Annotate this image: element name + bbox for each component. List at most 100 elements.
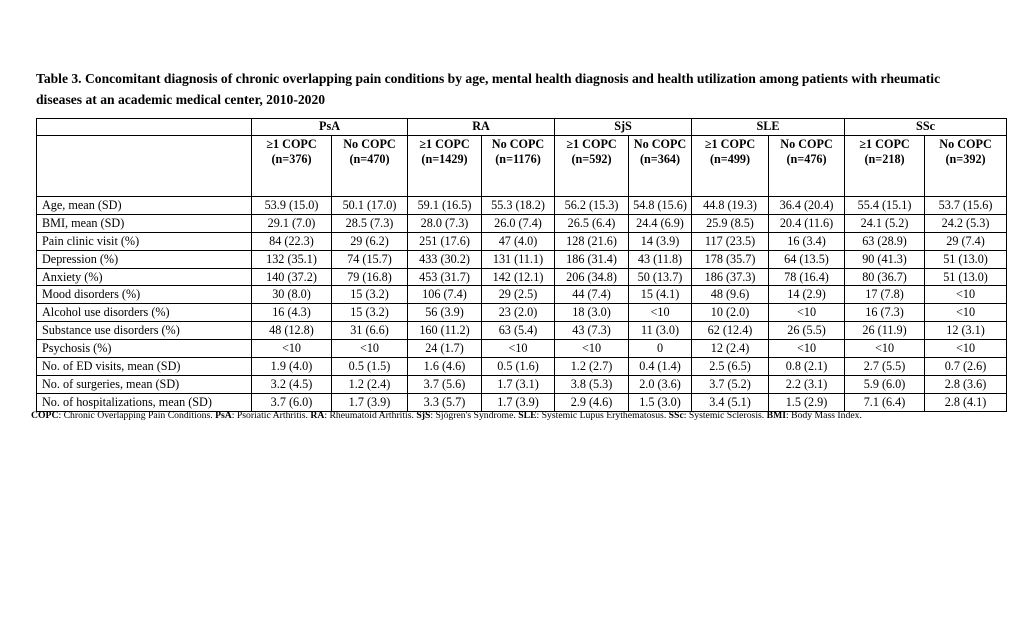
row-label: Anxiety (%) [36, 267, 252, 287]
value-cell: 160 (11.2) [407, 321, 482, 340]
value-cell: 106 (7.4) [407, 285, 482, 305]
table-row: Mood disorders (%) 30 (8.0) 15 (3.2) 106 (7… [36, 285, 1008, 305]
corner-cell-2 [36, 135, 252, 197]
value-cell: 78 (16.4) [768, 267, 846, 287]
value-cell: <10 [554, 339, 630, 358]
value-cell: 1.7 (3.1) [480, 374, 556, 394]
subheader-psa-ge1-copc: ≥1 COPC (n=376) [251, 135, 332, 197]
value-cell: 11 (3.0) [628, 321, 693, 340]
value-cell: 29 (6.2) [331, 231, 408, 251]
subheader-n-count: (n=476) [786, 151, 827, 166]
row-label: Alcohol use disorders (%) [36, 303, 252, 323]
value-cell: 29 (2.5) [480, 285, 556, 305]
value-cell: <10 [251, 339, 332, 358]
value-cell: <10 [924, 339, 1008, 358]
table-row: Pain clinic visit (%) 84 (22.3) 29 (6.2) 25… [36, 231, 1008, 251]
value-cell: 0.5 (1.6) [480, 356, 556, 376]
table-row: Depression (%) 132 (35.1) 74 (15.7) 433 (30… [36, 249, 1008, 269]
subheader-copc-label: ≥1 COPC [419, 137, 470, 151]
value-cell: 24 (1.7) [407, 339, 482, 358]
table-row: Anxiety (%) 140 (37.2) 79 (16.8) 453 (31.7)… [36, 267, 1008, 287]
group-header-ra: RA [406, 118, 556, 136]
value-cell: 3.7 (6.0) [251, 392, 332, 412]
value-cell: <10 [844, 339, 926, 358]
value-cell: 36.4 (20.4) [768, 196, 846, 215]
subheader-sjs-ge1-copc: ≥1 COPC (n=592) [554, 135, 630, 197]
value-cell: 54.8 (15.6) [628, 196, 693, 215]
value-cell: 131 (11.1) [480, 249, 556, 269]
group-header-sjs: SjS [554, 118, 693, 136]
value-cell: 10 (2.0) [691, 303, 770, 323]
footnote-definition: : Chronic Overlapping Pain Conditions. [58, 410, 216, 421]
subheader-copc-label: No COPC [491, 137, 545, 151]
value-cell: 5.9 (6.0) [844, 374, 926, 394]
group-header-sle: SLE [691, 118, 846, 136]
value-cell: 20.4 (11.6) [768, 213, 846, 233]
row-label: BMI, mean (SD) [36, 213, 252, 233]
footnote-abbr: PsA [215, 410, 232, 421]
value-cell: 2.7 (5.5) [844, 356, 926, 376]
table-body: Age, mean (SD) 53.9 (15.0) 50.1 (17.0) 59.1… [36, 196, 1008, 412]
value-cell: 24.1 (5.2) [844, 213, 926, 233]
subheader-n-count: (n=218) [864, 151, 905, 166]
value-cell: 15 (3.2) [331, 303, 408, 323]
subheader-sle-no-copc: No COPC (n=476) [768, 135, 846, 197]
footnote-abbr: RA [310, 410, 325, 421]
value-cell: <10 [480, 339, 556, 358]
table-row: Psychosis (%) <10 <10 24 (1.7) <10 <10 0 12 (2.… [36, 339, 1008, 358]
footnote-definition: : Body Mass Index. [786, 410, 862, 421]
value-cell: 80 (36.7) [844, 267, 926, 287]
value-cell: 251 (17.6) [407, 231, 482, 251]
table-row: No. of ED visits, mean (SD) 1.9 (4.0) 0.5 … [36, 356, 1008, 376]
row-label: Substance use disorders (%) [36, 321, 252, 340]
subheader-ra-ge1-copc: ≥1 COPC (n=1429) [407, 135, 482, 197]
value-cell: 47 (4.0) [480, 231, 556, 251]
subheader-n-count: (n=499) [709, 151, 751, 166]
value-cell: 1.2 (2.4) [331, 374, 408, 394]
table-row: No. of surgeries, mean (SD) 3.2 (4.5) 1.2 … [36, 374, 1008, 394]
value-cell: 1.7 (3.9) [480, 392, 556, 412]
value-cell: 51 (13.0) [924, 249, 1008, 269]
value-cell: 29.1 (7.0) [251, 213, 332, 233]
value-cell: 29 (7.4) [924, 231, 1008, 251]
footnote-definition: : Sjögren's Syndrome. [430, 410, 519, 421]
value-cell: 24.4 (6.9) [628, 213, 693, 233]
subheader-copc-label: ≥1 COPC [704, 137, 756, 151]
value-cell: 12 (2.4) [691, 339, 770, 358]
value-cell: 53.9 (15.0) [251, 196, 332, 215]
value-cell: 59.1 (16.5) [407, 196, 482, 215]
footnote-abbr: SLE [518, 410, 537, 421]
value-cell: 62 (12.4) [691, 321, 770, 340]
value-cell: 43 (11.8) [628, 249, 693, 269]
footnote-definition: : Systemic Lupus Erythematosus. [536, 410, 669, 421]
footnote-abbr: BMI [766, 410, 787, 421]
group-header-ssc: SSc [844, 118, 1008, 136]
value-cell: 50 (13.7) [628, 267, 693, 287]
value-cell: 3.2 (4.5) [251, 374, 332, 394]
value-cell: 132 (35.1) [251, 249, 332, 269]
value-cell: 63 (5.4) [480, 321, 556, 340]
value-cell: 64 (13.5) [768, 249, 846, 269]
value-cell: 1.2 (2.7) [554, 356, 630, 376]
row-label: No. of hospitalizations, mean (SD) [36, 392, 252, 412]
value-cell: 26 (11.9) [844, 321, 926, 340]
value-cell: 48 (12.8) [251, 321, 332, 340]
value-cell: 74 (15.7) [331, 249, 408, 269]
table-row: Age, mean (SD) 53.9 (15.0) 50.1 (17.0) 59.1… [36, 196, 1008, 215]
subheader-n-count: (n=392) [945, 151, 986, 166]
value-cell: 16 (3.4) [768, 231, 846, 251]
value-cell: 31 (6.6) [331, 321, 408, 340]
subheader-copc-label: No COPC [343, 137, 396, 151]
value-cell: 79 (16.8) [331, 267, 408, 287]
value-cell: 16 (7.3) [844, 303, 926, 323]
subheader-n-count: (n=470) [349, 151, 390, 166]
subheader-copc-label: ≥1 COPC [859, 137, 910, 151]
subheader-n-count: (n=592) [571, 151, 612, 166]
subheader-n-count: (n=1176) [495, 151, 541, 166]
value-cell: 23 (2.0) [480, 303, 556, 323]
value-cell: 26.0 (7.4) [480, 213, 556, 233]
value-cell: 44.8 (19.3) [691, 196, 770, 215]
row-label: Psychosis (%) [36, 339, 252, 358]
disease-group-header-row: PsA RA SjS SLE SSc [36, 118, 1008, 136]
value-cell: 18 (3.0) [554, 303, 630, 323]
